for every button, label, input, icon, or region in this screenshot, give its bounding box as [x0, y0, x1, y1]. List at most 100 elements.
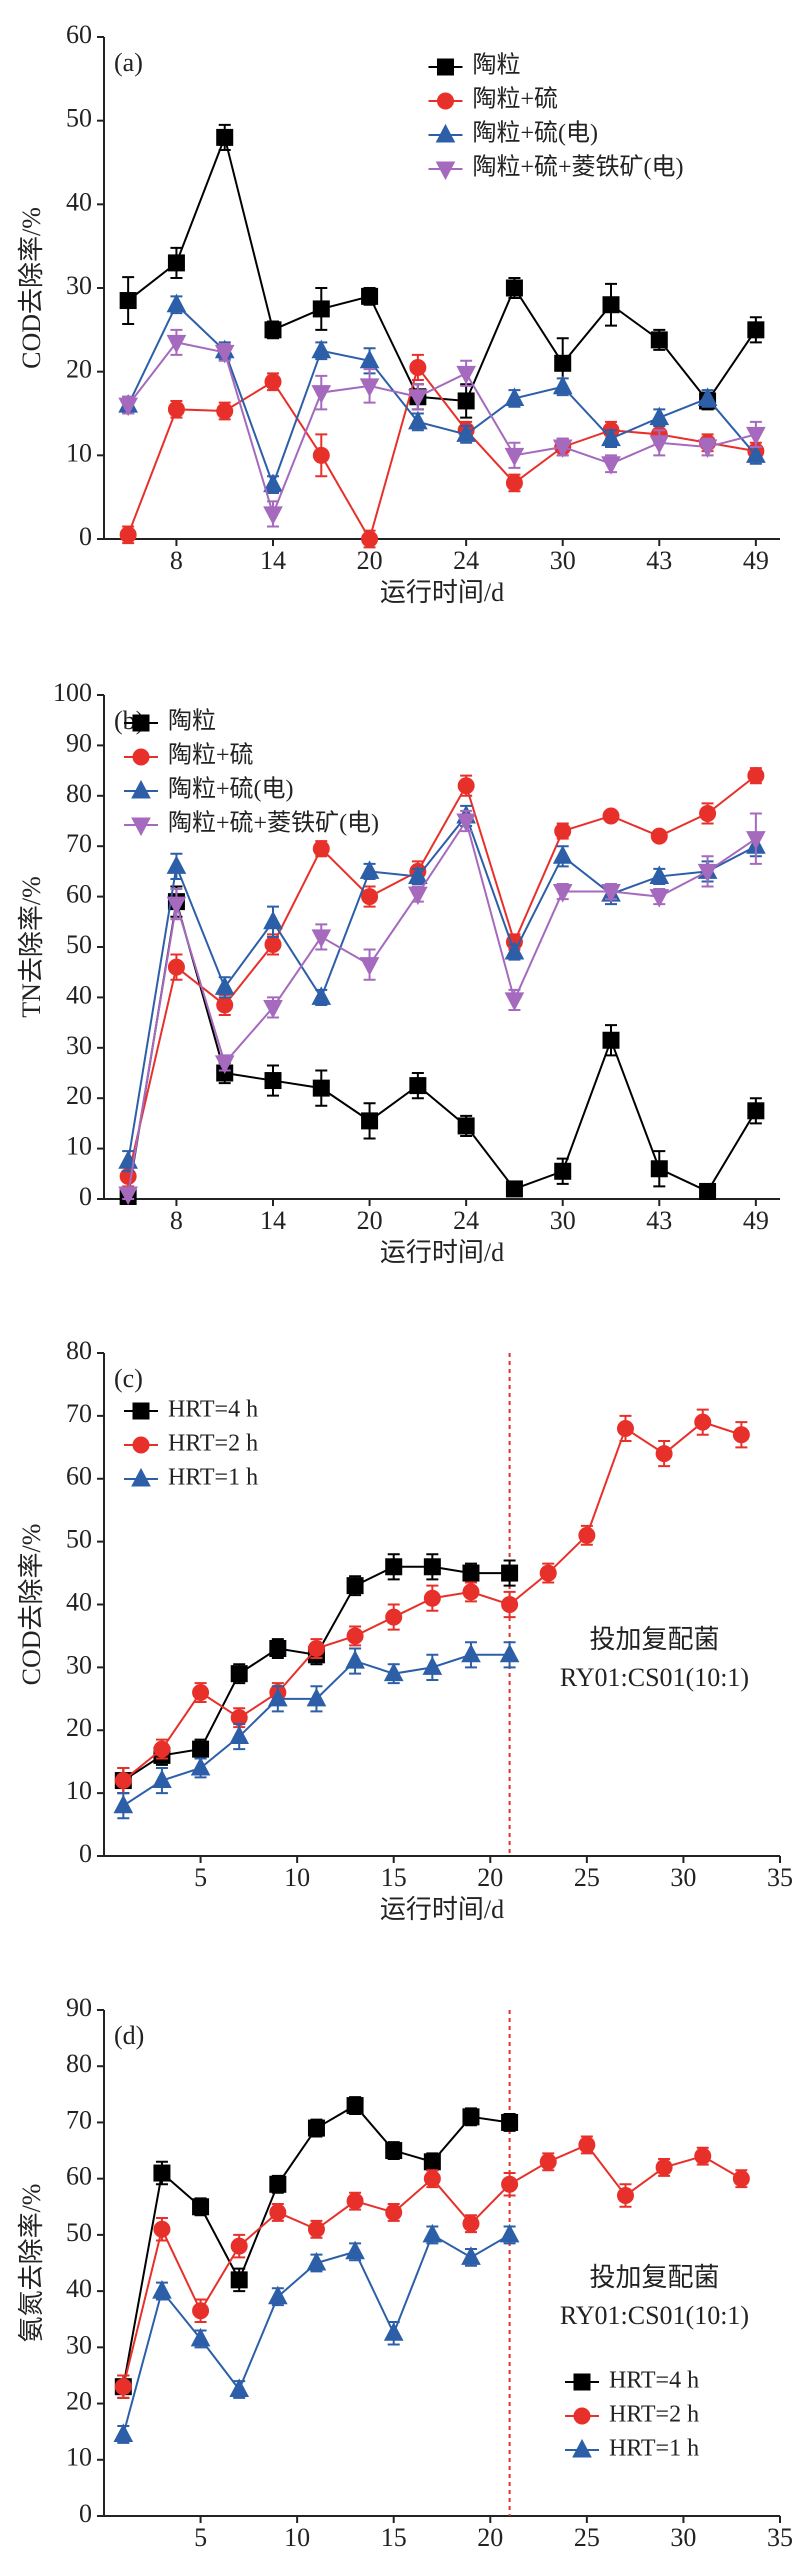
marker [190, 2327, 211, 2347]
marker [456, 365, 476, 385]
legend-marker [132, 1402, 150, 1420]
marker [230, 1665, 248, 1683]
marker [346, 2097, 364, 2115]
marker [461, 2246, 481, 2265]
marker [462, 1583, 480, 1601]
legend-marker [435, 161, 456, 181]
marker [650, 1160, 668, 1178]
x-tick-label: 35 [767, 1863, 793, 1892]
legend-label: HRT=1 h [609, 2436, 699, 2462]
marker [345, 1650, 365, 1669]
marker [359, 957, 380, 976]
marker [457, 392, 475, 410]
y-tick-label: 50 [66, 104, 92, 133]
y-tick-label: 20 [66, 2387, 92, 2416]
marker [539, 1564, 557, 1582]
x-tick-label: 8 [170, 546, 183, 575]
marker [311, 385, 332, 404]
marker [166, 334, 187, 354]
marker [732, 1426, 750, 1444]
marker [312, 1079, 330, 1097]
series-line [127, 341, 757, 517]
legend-label: 陶粒 [472, 52, 520, 79]
marker [602, 1031, 620, 1049]
y-tick-label: 0 [79, 1839, 92, 1868]
legend-label: HRT=2 h [168, 1431, 258, 1457]
marker [153, 2220, 171, 2238]
marker [409, 358, 427, 376]
marker [501, 1596, 519, 1613]
marker [152, 1769, 172, 1789]
marker [214, 344, 235, 364]
marker [422, 2223, 443, 2243]
marker [346, 1577, 364, 1595]
marker [312, 446, 330, 464]
y-tick-label: 50 [66, 1525, 92, 1554]
y-tick-label: 100 [53, 678, 92, 707]
marker [461, 1643, 481, 1663]
series-line [127, 303, 757, 488]
y-tick-label: 10 [66, 1132, 92, 1161]
legend-marker [572, 2438, 592, 2458]
y-tick-label: 70 [66, 1399, 92, 1428]
y-tick-label: 30 [66, 1650, 92, 1679]
marker [554, 354, 572, 372]
legend-marker [131, 817, 151, 837]
marker [311, 339, 332, 359]
marker [501, 2175, 519, 2193]
y-tick-label: 0 [79, 1182, 92, 1211]
marker [552, 884, 573, 903]
y-tick-label: 20 [66, 355, 92, 384]
marker [359, 349, 380, 369]
marker [409, 1077, 427, 1095]
series-line [122, 1653, 510, 1807]
panel-label: (c) [114, 1364, 143, 1393]
marker [312, 300, 330, 318]
marker [456, 813, 476, 833]
marker [408, 886, 428, 906]
marker [650, 331, 668, 349]
x-tick-label: 43 [646, 546, 672, 575]
y-axis-label: 氨氮去除率/% [17, 2184, 46, 2343]
marker [216, 996, 234, 1014]
marker [655, 1445, 673, 1463]
marker [655, 2158, 673, 2176]
marker [269, 2175, 287, 2193]
marker [118, 1186, 138, 1206]
series-line [127, 813, 757, 1162]
legend-marker [573, 2373, 591, 2391]
marker [423, 1589, 441, 1607]
annotation: 投加复配菌 [589, 2263, 719, 2292]
marker [361, 1112, 379, 1130]
y-tick-label: 30 [66, 271, 92, 300]
marker [697, 439, 718, 459]
marker [457, 1117, 475, 1135]
legend-label: 陶粒+硫+菱铁矿(电) [168, 810, 379, 837]
marker [552, 375, 573, 395]
marker [167, 400, 185, 418]
marker [311, 986, 332, 1005]
marker [504, 387, 525, 406]
marker [499, 2223, 520, 2243]
marker [578, 1526, 596, 1544]
legend-label: 陶粒+硫 [168, 742, 254, 769]
x-tick-label: 24 [453, 546, 479, 575]
y-tick-label: 0 [79, 522, 92, 551]
marker [264, 1072, 282, 1090]
marker [501, 1564, 519, 1582]
marker [616, 2187, 634, 2205]
legend: HRT=4 h HRT=2 h HRT=1 h [124, 1397, 258, 1491]
legend-label: HRT=2 h [609, 2402, 699, 2428]
panel-label: (d) [114, 2021, 144, 2050]
x-tick-label: 30 [670, 2523, 696, 2552]
marker [649, 865, 670, 884]
annotation: RY01:CS01(10:1) [560, 1663, 749, 1692]
marker [263, 473, 283, 493]
marker [263, 999, 283, 1019]
marker [385, 1558, 403, 1576]
marker [732, 2170, 750, 2188]
x-tick-label: 30 [550, 546, 576, 575]
marker [152, 2280, 172, 2299]
marker [601, 427, 621, 447]
marker [554, 1162, 572, 1180]
